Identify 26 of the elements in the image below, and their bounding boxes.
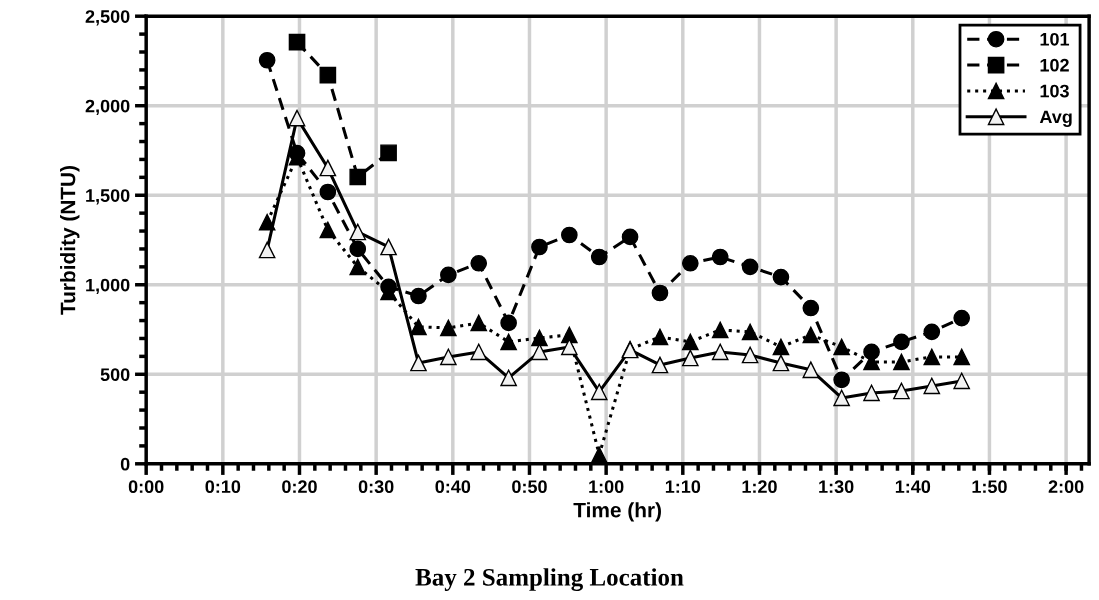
legend-label: 101 (1040, 32, 1070, 46)
legend-label: 103 (1040, 84, 1069, 98)
x-tick-label: 0:30 (358, 480, 394, 494)
x-tick-label: 1:20 (742, 480, 777, 494)
x-tick-label: 1:40 (895, 480, 931, 494)
x-tick-label: 1:10 (665, 480, 701, 494)
x-tick-label: 1:00 (589, 480, 624, 494)
x-tick-label: 0:00 (128, 480, 164, 494)
x-tick-label: 0:20 (282, 480, 317, 494)
x-tick-label: 2:00 (1048, 480, 1084, 494)
y-tick-label: 1,500 (86, 189, 130, 205)
y-tick-label: 2,000 (85, 99, 130, 116)
y-tick-label: 1,000 (86, 278, 130, 295)
text: Bay 2 Sampling Location (415, 568, 684, 591)
legend-label: 102 (1040, 58, 1069, 72)
x-tick-label: 1:30 (819, 480, 854, 494)
y-tick-label: 0 (120, 457, 130, 471)
y-tick-label: 2,500 (85, 10, 130, 26)
y-axis-title: Turbidity (NTU) (60, 166, 80, 315)
x-tick-label: 0:50 (512, 480, 547, 494)
x-tick-label: 1:50 (972, 480, 1007, 494)
x-axis-title: Time (hr) (573, 502, 661, 522)
legend-label: Avg (1039, 110, 1072, 127)
x-tick-label: 0:10 (205, 480, 241, 494)
x-tick-label: 0:40 (435, 480, 471, 494)
y-tick-label: 500 (100, 368, 130, 381)
